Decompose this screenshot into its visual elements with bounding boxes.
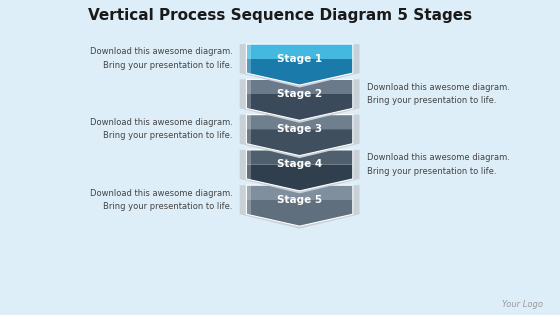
Polygon shape xyxy=(246,164,353,191)
Text: Stage 2: Stage 2 xyxy=(277,89,322,99)
Text: Stage 4: Stage 4 xyxy=(277,159,322,169)
Text: Stage 5: Stage 5 xyxy=(277,195,322,205)
Polygon shape xyxy=(246,44,251,73)
Text: Stage 3: Stage 3 xyxy=(277,124,322,134)
Polygon shape xyxy=(240,44,360,88)
Polygon shape xyxy=(246,115,251,144)
Text: Download this awesome diagram.
Bring your presentation to life.: Download this awesome diagram. Bring you… xyxy=(367,153,510,175)
Polygon shape xyxy=(246,150,353,164)
Text: Download this awesome diagram.
Bring your presentation to life.: Download this awesome diagram. Bring you… xyxy=(90,189,232,211)
Polygon shape xyxy=(246,79,353,94)
Polygon shape xyxy=(240,115,360,158)
Polygon shape xyxy=(246,185,353,200)
Polygon shape xyxy=(246,115,353,129)
Polygon shape xyxy=(246,129,353,156)
Text: Vertical Process Sequence Diagram 5 Stages: Vertical Process Sequence Diagram 5 Stag… xyxy=(88,8,472,23)
Text: Your Logo: Your Logo xyxy=(502,300,543,309)
Polygon shape xyxy=(246,200,353,226)
Polygon shape xyxy=(246,94,353,120)
Polygon shape xyxy=(246,59,353,85)
Polygon shape xyxy=(240,185,360,229)
Text: Download this awesome diagram.
Bring your presentation to life.: Download this awesome diagram. Bring you… xyxy=(90,118,232,140)
Polygon shape xyxy=(246,44,353,59)
Polygon shape xyxy=(240,79,360,123)
Text: Download this awesome diagram.
Bring your presentation to life.: Download this awesome diagram. Bring you… xyxy=(90,48,232,70)
Polygon shape xyxy=(246,79,251,108)
Text: Stage 1: Stage 1 xyxy=(277,54,322,64)
Polygon shape xyxy=(246,150,251,179)
Polygon shape xyxy=(246,185,251,214)
Text: Download this awesome diagram.
Bring your presentation to life.: Download this awesome diagram. Bring you… xyxy=(367,83,510,105)
Polygon shape xyxy=(240,150,360,193)
